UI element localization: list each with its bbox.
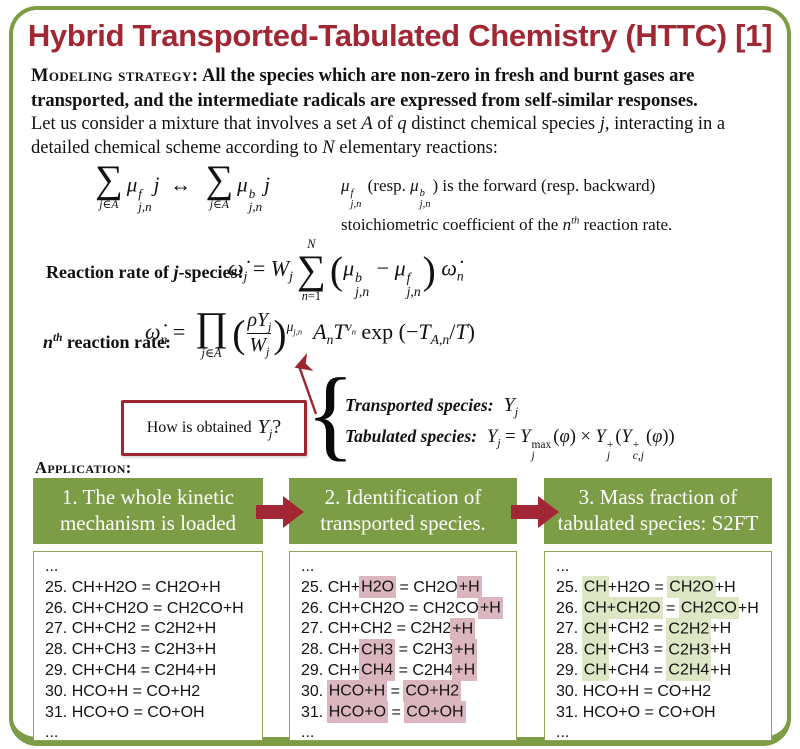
reaction-line: 27. CH+CH2 = C2H2+H — [45, 620, 217, 638]
modeling-strategy-text: All the species which are non-zero in fr… — [31, 66, 698, 111]
stoichiometry-equation: ∑ j∈A μ f j,n j ↔ ∑ j∈A μ b j,n j — [95, 158, 270, 215]
nth-rate-equation: ω̇n = ∏ j∈A(ρYj Wj)μj,n AnTνn exp (−TA,n/T… — [145, 304, 475, 360]
reaction-line: 25. CH+H2O = CH2O+H — [556, 576, 771, 599]
mechanism-list-full: ... 25. CH+H2O = CH2O+H 26. CH+CH2O = CH2C… — [33, 551, 263, 741]
reaction-line: 25. CH+H2O = CH2O+H — [45, 578, 221, 596]
reaction-line: 28. CH+CH3 = C2H3+H — [301, 638, 516, 661]
flow-arrow-icon — [256, 496, 304, 528]
species-rate-label: Reaction rate of j-species: — [46, 262, 244, 282]
transported-species-line: Transported species: Yj — [345, 394, 518, 418]
reaction-line: ... — [45, 724, 59, 741]
mechanism-list-transported: ... 25. CH+H2O = CH2O+H 26. CH+CH2O = CH2C… — [289, 551, 517, 741]
how-obtained-box: How is obtained Yj? — [121, 400, 307, 456]
reaction-line: 28. CH+CH3 = C2H3+H — [556, 638, 771, 661]
stoichiometry-note: μ f j,n (resp. μ b j,n) is the forward (resp… — [341, 172, 793, 240]
reaction-line: ... — [301, 724, 315, 741]
reaction-line: ... — [301, 558, 315, 575]
page-title: Hybrid Transported-Tabulated Chemistry (… — [27, 18, 773, 53]
step-1-header: 1. The whole kinetic mechanism is loaded — [33, 478, 263, 544]
species-rate-equation: ω̇j = Wj N ∑ n=1 (μ b j,n − μ f j,n) ω̇n — [228, 237, 464, 303]
reaction-line: ... — [45, 558, 59, 575]
reaction-line: 31. HCO+O = CO+OH — [301, 701, 516, 724]
stoichiometry-note-line2: stoichiometric coefficient of the nth re… — [341, 214, 673, 234]
pointer-arrow-icon — [294, 352, 318, 415]
reaction-line: 27. CH+CH2 = C2H2+H — [301, 617, 516, 640]
transported-species-label: Transported species: — [345, 395, 494, 415]
mechanism-list-tabulated: ... 25. CH+H2O = CH2O+H 26. CH+CH2O = CH2C… — [544, 551, 772, 741]
curly-brace: { — [306, 358, 355, 471]
reaction-line: ... — [556, 558, 570, 575]
reaction-line: 27. CH+CH2 = C2H2+H — [556, 617, 771, 640]
modeling-strategy-paragraph: Modeling strategy: All the species which… — [31, 64, 779, 114]
reaction-line: 30. HCO+H = CO+H2 — [301, 680, 516, 703]
transported-species-math: Yj — [503, 394, 519, 419]
reaction-line: 30. HCO+H = CO+H2 — [45, 682, 201, 700]
reaction-line: 26. CH+CH2O = CH2CO+H — [45, 599, 244, 617]
slide-frame: Hybrid Transported-Tabulated Chemistry (… — [9, 6, 791, 746]
reaction-line: 26. CH+CH2O = CH2CO+H — [556, 597, 771, 620]
tabulated-species-label: Tabulated species: — [345, 426, 478, 446]
reaction-line: 29. CH+CH4 = C2H4+H — [45, 661, 217, 679]
step-2-header: 2. Identification of transported species… — [289, 478, 517, 544]
flow-arrow-icon — [511, 496, 559, 528]
reaction-line: 26. CH+CH2O = CH2CO+H — [301, 597, 516, 620]
reaction-line: ... — [556, 724, 570, 741]
intro-paragraph: Let us consider a mixture that involves … — [31, 114, 726, 159]
reaction-line: 28. CH+CH3 = C2H3+H — [45, 641, 217, 659]
reaction-line: 31. HCO+O = CO+OH — [45, 703, 205, 721]
reaction-line: 31. HCO+O = CO+OH — [556, 703, 716, 721]
reaction-line: 30. HCO+H = CO+H2 — [556, 682, 712, 700]
step-3-header: 3. Mass fraction of tabulated species: S… — [544, 478, 772, 544]
nth-rate-label: nth reaction rate: — [43, 332, 171, 352]
stoichiometry-note-line1: μ f j,n (resp. μ b j,n) is the forward (resp… — [341, 176, 656, 211]
reaction-line: 29. CH+CH4 = C2H4+H — [556, 659, 771, 682]
reaction-line: 29. CH+CH4 = C2H4+H — [301, 659, 516, 682]
reaction-line: 25. CH+H2O = CH2O+H — [301, 576, 516, 599]
modeling-strategy-label: Modeling strategy: — [31, 66, 199, 86]
application-label: Application: — [35, 458, 132, 477]
